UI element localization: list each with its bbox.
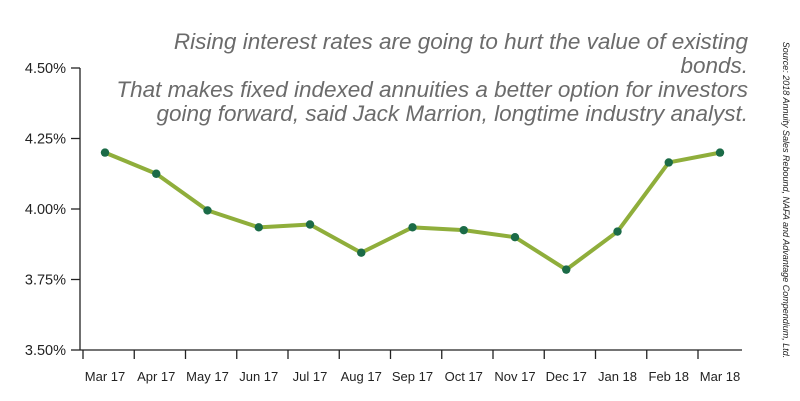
x-tick-label: Jun 17 xyxy=(239,369,278,384)
x-tick-label: May 17 xyxy=(186,369,229,384)
x-tick-label: Dec 17 xyxy=(546,369,587,384)
x-axis-ticks: Mar 17 Apr 17 May 17 Jun 17 Jul 17 Aug 17 Sep … xyxy=(82,350,740,384)
data-point xyxy=(715,148,725,157)
x-tick-label: Nov 17 xyxy=(494,369,535,384)
x-tick-label: Feb 18 xyxy=(649,369,689,384)
data-point xyxy=(510,233,520,242)
data-point xyxy=(562,265,571,274)
data-point xyxy=(613,227,622,236)
x-tick-label: Apr 17 xyxy=(137,369,175,384)
data-point xyxy=(664,158,673,167)
y-tick-label: 3.50% xyxy=(25,343,66,359)
data-point xyxy=(203,206,212,215)
y-tick-label: 3.75% xyxy=(25,273,66,289)
chart-series xyxy=(100,148,725,274)
x-tick-label: Mar 17 xyxy=(85,369,125,384)
data-point xyxy=(152,169,161,178)
x-tick-label: Mar 18 xyxy=(700,369,740,384)
quote-line-2: That makes fixed indexed annuities a bet… xyxy=(116,77,748,102)
y-tick-label: 4.50% xyxy=(25,61,66,77)
source-note: Source: 2018 Annuity Sales Rebound, NAFA… xyxy=(781,41,791,359)
x-tick-label: Aug 17 xyxy=(341,369,382,384)
series-line xyxy=(103,150,722,272)
y-tick-label: 4.25% xyxy=(25,132,66,148)
data-point xyxy=(254,223,263,232)
data-point xyxy=(408,223,417,232)
quote-line-1: Rising interest rates are going to hurt … xyxy=(173,29,748,78)
y-axis-ticks: 3.50% 3.75% 4.00% 4.25% 4.50% xyxy=(25,61,80,359)
analyst-quote: Rising interest rates are going to hurt … xyxy=(108,30,748,126)
data-point xyxy=(459,225,468,235)
x-tick-label: Oct 17 xyxy=(445,369,483,384)
data-point xyxy=(100,148,110,157)
x-tick-label: Jul 17 xyxy=(293,369,328,384)
quote-line-3: going forward, said Jack Marrion, longti… xyxy=(156,101,748,126)
x-tick-label: Sep 17 xyxy=(392,369,433,384)
data-point xyxy=(305,220,315,229)
y-tick-label: 4.00% xyxy=(25,202,66,218)
x-tick-label: Jan 18 xyxy=(598,369,637,384)
data-point xyxy=(357,248,366,257)
